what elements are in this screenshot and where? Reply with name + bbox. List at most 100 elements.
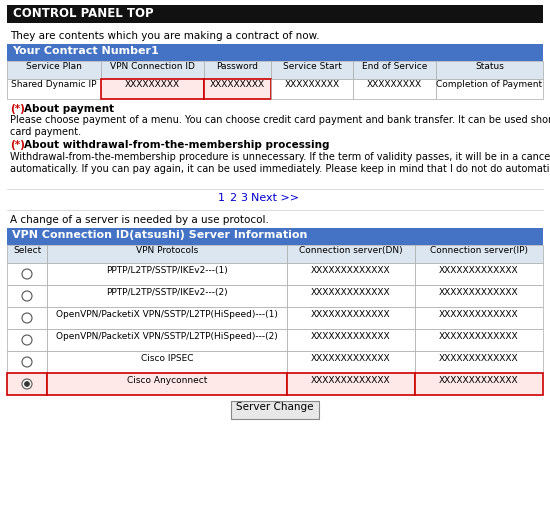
Bar [436,79,543,99]
Bar [287,245,415,263]
Text: Cisco Anyconnect: Cisco Anyconnect [127,376,207,385]
Text: Shared Dynamic IP: Shared Dynamic IP [11,80,97,89]
Bar [7,228,543,245]
Bar [353,61,436,79]
Text: XXXXXXXXXXXXX: XXXXXXXXXXXXX [311,354,391,363]
Text: Service Start: Service Start [283,62,342,71]
Text: XXXXXXXXXXXXX: XXXXXXXXXXXXX [311,332,391,341]
Bar [101,79,204,99]
Text: PPTP/L2TP/SSTP/IKEv2---(2): PPTP/L2TP/SSTP/IKEv2---(2) [106,288,228,297]
Text: XXXXXXXXXXXXX: XXXXXXXXXXXXX [439,332,519,341]
Bar [353,79,436,99]
Bar [7,44,543,61]
Text: CONTROL PANEL TOP: CONTROL PANEL TOP [13,7,153,20]
Text: XXXXXXXXXXXXX: XXXXXXXXXXXXX [439,376,519,385]
Bar [7,307,47,329]
Text: Withdrawal-from-the-membership procedure is unnecessary. If the term of validity: Withdrawal-from-the-membership procedure… [10,152,550,174]
Bar [47,245,287,263]
Bar [415,373,543,395]
Text: XXXXXXXXXXXXX: XXXXXXXXXXXXX [439,266,519,275]
Text: They are contents which you are making a contract of now.: They are contents which you are making a… [10,31,320,41]
Bar [7,5,543,23]
Text: Next >>: Next >> [251,193,299,203]
Circle shape [22,357,32,367]
Text: OpenVPN/PacketiX VPN/SSTP/L2TP(HiSpeed)---(1): OpenVPN/PacketiX VPN/SSTP/L2TP(HiSpeed)-… [56,310,278,319]
Text: 1: 1 [218,193,225,203]
Bar [415,329,543,351]
Bar [47,263,287,285]
Bar [287,263,415,285]
Text: XXXXXXXXXXXXX: XXXXXXXXXXXXX [311,310,391,319]
Bar [47,285,287,307]
Text: XXXXXXXXXXXXX: XXXXXXXXXXXXX [311,376,391,385]
Bar [47,351,287,373]
Text: XXXXXXXXX: XXXXXXXXX [210,80,265,89]
Text: VPN Connection ID(atsushi) Server Information: VPN Connection ID(atsushi) Server Inform… [12,230,307,240]
Circle shape [22,379,32,389]
Bar [415,307,543,329]
Text: 2: 2 [229,193,236,203]
Text: A change of a server is needed by a use protocol.: A change of a server is needed by a use … [10,215,269,225]
Text: PPTP/L2TP/SSTP/IKEv2---(1): PPTP/L2TP/SSTP/IKEv2---(1) [106,266,228,275]
Bar [231,401,319,419]
Circle shape [22,269,32,279]
Bar [287,285,415,307]
Text: End of Service: End of Service [362,62,427,71]
Bar [47,373,287,395]
Text: Select: Select [13,246,41,255]
Text: XXXXXXXXX: XXXXXXXXX [125,80,180,89]
Text: XXXXXXXXXXXXX: XXXXXXXXXXXXX [439,288,519,297]
Text: (*): (*) [10,140,25,150]
Bar [204,79,271,99]
Circle shape [22,335,32,345]
Text: Cisco IPSEC: Cisco IPSEC [141,354,193,363]
Bar [287,329,415,351]
Text: OpenVPN/PacketiX VPN/SSTP/L2TP(HiSpeed)---(2): OpenVPN/PacketiX VPN/SSTP/L2TP(HiSpeed)-… [56,332,278,341]
Bar [271,61,353,79]
Text: XXXXXXXXXXXXX: XXXXXXXXXXXXX [439,310,519,319]
Text: Completion of Payment: Completion of Payment [437,80,542,89]
Bar [436,61,543,79]
Bar [101,61,204,79]
Bar [47,329,287,351]
Text: Please choose payment of a menu. You can choose credit card payment and bank tra: Please choose payment of a menu. You can… [10,115,550,137]
Text: Your Contract Number1: Your Contract Number1 [12,46,159,56]
Bar [415,285,543,307]
Text: 3: 3 [240,193,247,203]
Text: (*): (*) [10,104,25,114]
Circle shape [22,313,32,323]
Bar [287,373,415,395]
Bar [7,263,47,285]
Bar [415,351,543,373]
Text: XXXXXXXXX: XXXXXXXXX [367,80,422,89]
Bar [7,373,47,395]
Bar [287,351,415,373]
Bar [7,245,47,263]
Bar [415,245,543,263]
Bar [7,329,47,351]
Bar [415,263,543,285]
Bar [7,351,47,373]
Bar [271,79,353,99]
Text: About payment: About payment [24,104,114,114]
Text: XXXXXXXXXXXXX: XXXXXXXXXXXXX [311,288,391,297]
Circle shape [22,291,32,301]
Bar [287,307,415,329]
Bar [204,61,271,79]
Text: Status: Status [475,62,504,71]
Text: Password: Password [217,62,258,71]
Bar [7,61,101,79]
Text: XXXXXXXXXXXXX: XXXXXXXXXXXXX [439,354,519,363]
Text: Connection server(IP): Connection server(IP) [430,246,528,255]
Text: Connection server(DN): Connection server(DN) [299,246,403,255]
Circle shape [25,381,30,387]
Bar [7,79,101,99]
Text: XXXXXXXXX: XXXXXXXXX [284,80,339,89]
Text: About withdrawal-from-the-membership processing: About withdrawal-from-the-membership pro… [24,140,329,150]
Text: VPN Connection ID: VPN Connection ID [110,62,195,71]
Text: XXXXXXXXXXXXX: XXXXXXXXXXXXX [311,266,391,275]
Text: Service Plan: Service Plan [26,62,82,71]
Bar [7,285,47,307]
Text: Server Change: Server Change [236,402,314,412]
Bar [47,307,287,329]
